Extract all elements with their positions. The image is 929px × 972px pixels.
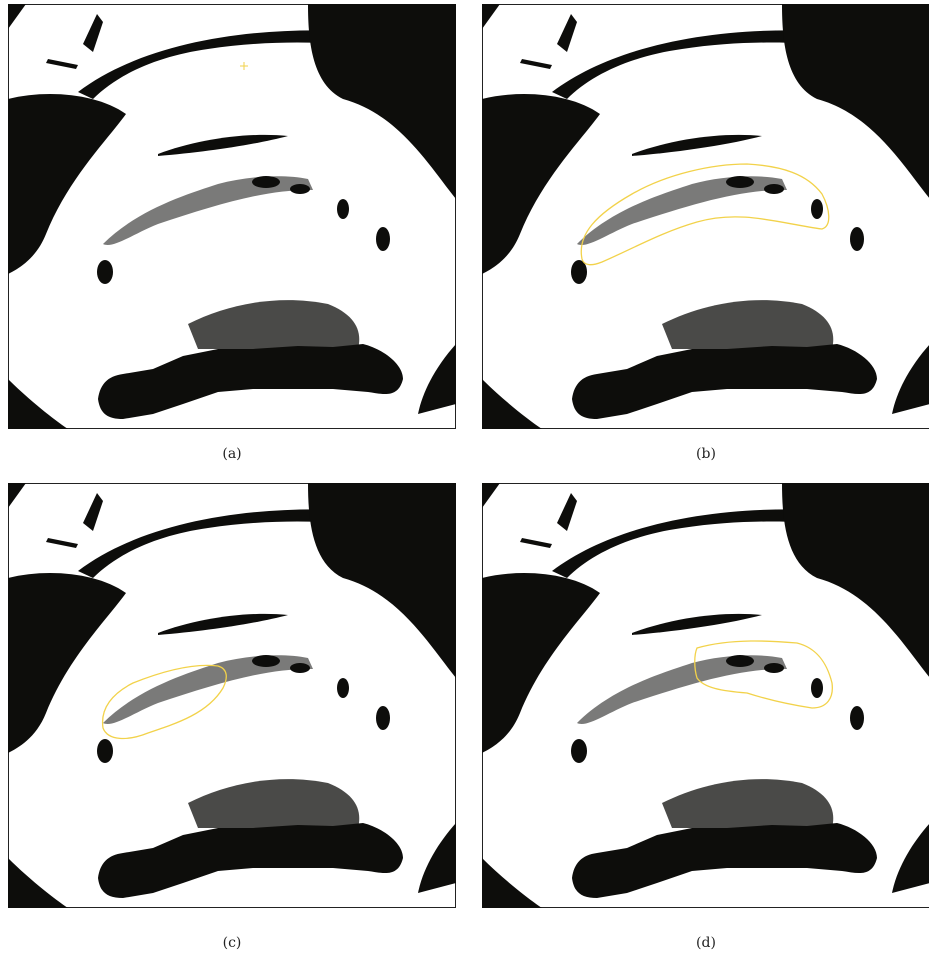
- segmentation-contour: [580, 163, 830, 266]
- panel-d-image: [482, 483, 929, 908]
- caption-a: (a): [222, 446, 242, 462]
- caption-c: (c): [222, 935, 242, 951]
- panel-a-image: [8, 4, 456, 429]
- panel-c-image: [8, 483, 456, 908]
- caption-d: (d): [696, 935, 716, 951]
- seed-point-marker: [240, 62, 248, 70]
- caption-b: (b): [696, 446, 716, 462]
- segmentation-contour: [694, 640, 833, 709]
- segmentation-contour: [101, 664, 227, 740]
- panel-b-image: [482, 4, 929, 429]
